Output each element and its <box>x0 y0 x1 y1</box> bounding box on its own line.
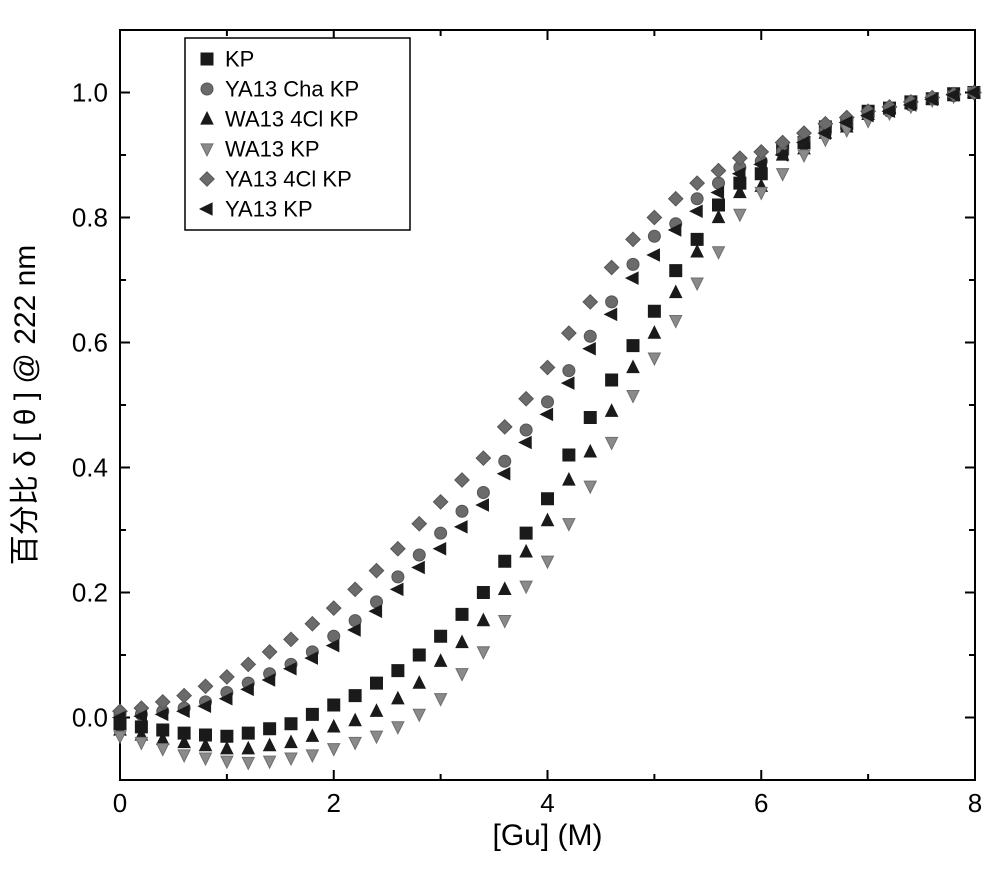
y-tick-label: 1.0 <box>72 78 108 108</box>
x-tick-label: 8 <box>968 788 982 818</box>
x-tick-label: 0 <box>113 788 127 818</box>
y-tick-label: 0.0 <box>72 703 108 733</box>
legend-label: WA13 4Cl KP <box>225 107 359 132</box>
legend-label: WA13 KP <box>225 137 320 162</box>
y-tick-label: 0.2 <box>72 578 108 608</box>
legend-label: YA13 4Cl KP <box>225 167 352 192</box>
scatter-chart: 0 2 4 6 8 0.0 0.2 0.4 0.6 0.8 1.0 [Gu] (M) 百分比 δ [ θ… <box>0 0 1000 887</box>
x-tick-label: 2 <box>327 788 341 818</box>
y-tick-label: 0.6 <box>72 328 108 358</box>
x-tick-label: 4 <box>540 788 554 818</box>
x-axis-label: [Gu] (M) <box>493 819 603 852</box>
chart-container: 0 2 4 6 8 0.0 0.2 0.4 0.6 0.8 1.0 [Gu] (M) 百分比 δ [ θ… <box>0 0 1000 887</box>
y-tick-label: 0.4 <box>72 453 108 483</box>
y-tick-label: 0.8 <box>72 203 108 233</box>
y-axis-label: 百分比 δ [ θ ] @ 222 nm <box>9 245 42 566</box>
legend: KP YA13 Cha KP WA13 4Cl KP WA13 KP YA13 4Cl … <box>185 38 410 230</box>
legend-label: YA13 Cha KP <box>225 77 359 102</box>
x-tick-label: 6 <box>754 788 768 818</box>
legend-label: KP <box>225 47 254 72</box>
legend-label: YA13 KP <box>225 197 313 222</box>
